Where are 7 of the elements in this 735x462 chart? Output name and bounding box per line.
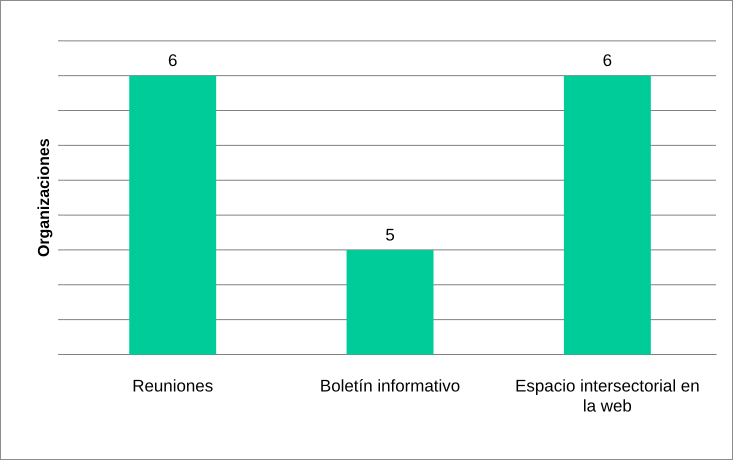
x-tick-label: Boletín informativo bbox=[320, 376, 460, 396]
x-tick-label: Reuniones bbox=[132, 376, 214, 396]
x-tick-label: Espacio intersectorial en la web bbox=[515, 376, 700, 416]
data-label: 5 bbox=[385, 225, 395, 244]
data-label: 6 bbox=[602, 50, 612, 70]
y-axis-title: Organizaciones bbox=[36, 138, 53, 258]
data-label: 6 bbox=[168, 50, 178, 70]
